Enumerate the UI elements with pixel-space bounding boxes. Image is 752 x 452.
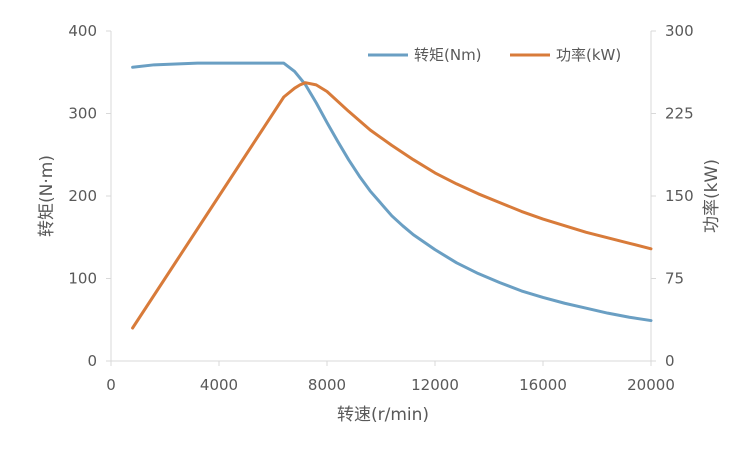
x-tick-label: 4000 [200,376,238,394]
y-axis-right: 0 75 150 225 300 [650,22,694,370]
x-tick-label: 16000 [519,376,567,394]
y-right-tick-label: 0 [665,352,675,370]
x-tick-label: 12000 [411,376,459,394]
x-tick-label: 0 [106,376,116,394]
y-left-tick-label: 100 [68,270,97,288]
series-line-power [131,81,653,330]
y-axis-right-title: 功率(kW) [702,159,722,233]
y-left-tick-label: 400 [68,22,97,40]
y-left-tick-label: 0 [87,352,97,370]
x-tick-label: 20000 [627,376,675,394]
y-right-tick-label: 75 [665,270,684,288]
y-axis-left: 0 100 200 300 400 [68,22,112,370]
y-left-tick-label: 300 [68,105,97,123]
series-line-torque [131,61,653,323]
legend-label-power: 功率(kW) [556,46,621,64]
x-axis-title: 转速(r/min) [337,405,429,425]
y-axis-left-title: 转矩(N·m) [37,155,57,237]
legend: 转矩(Nm) 功率(kW) [368,46,621,64]
y-right-tick-label: 225 [665,105,694,123]
y-left-tick-label: 200 [68,187,97,205]
legend-label-torque: 转矩(Nm) [414,46,482,64]
plot-series [131,61,653,330]
x-axis: 0 4000 8000 12000 16000 20000 [106,360,675,394]
x-tick-label: 8000 [308,376,346,394]
y-right-tick-label: 150 [665,187,694,205]
y-right-tick-label: 300 [665,22,694,40]
